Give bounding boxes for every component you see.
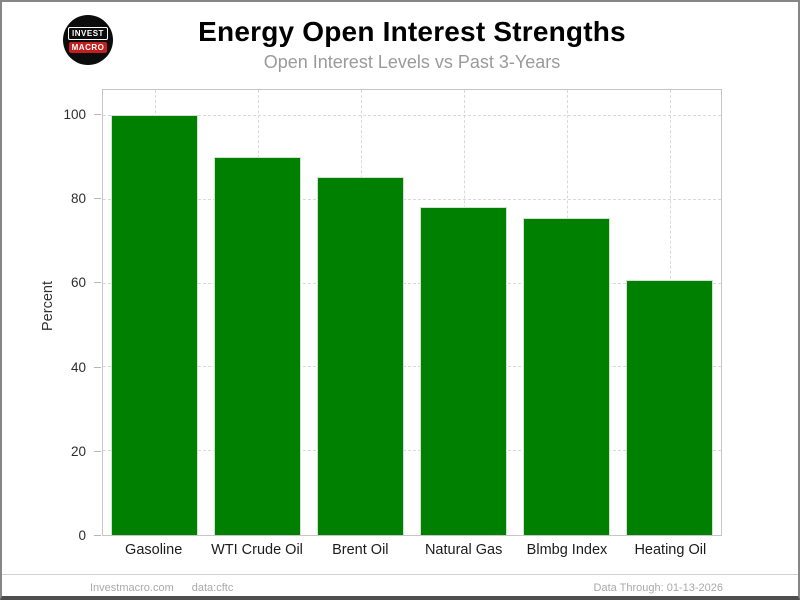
footer: Investmacro.com data:cftc Data Through: … — [90, 582, 723, 594]
bar-blmbg-index — [523, 217, 610, 535]
y-tick-label-80: 80 — [70, 191, 86, 207]
y-tick-mark-0 — [94, 535, 101, 536]
footer-data-source: data:cftc — [191, 582, 234, 594]
bar-heating-oil — [626, 280, 713, 535]
x-tick-label-brent-oil: Brent Oil — [332, 542, 389, 558]
y-axis: 0 20 40 60 80 100 — [2, 89, 102, 543]
bar-brent-oil — [317, 176, 404, 535]
h-gridline-80 — [103, 198, 721, 200]
logo-macro-text: MACRO — [68, 42, 108, 53]
y-tick-label-0: 0 — [78, 528, 86, 543]
x-tick-label-heating-oil: Heating Oil — [634, 542, 707, 558]
h-gridline-20 — [103, 450, 721, 452]
footer-data-through: Data Through: 01-13-2026 — [593, 582, 723, 594]
bar-natural-gas — [420, 206, 507, 535]
y-tick-label-100: 100 — [63, 107, 86, 123]
bar-gasoline — [111, 114, 198, 535]
h-gridline-100 — [103, 114, 721, 116]
y-tick-mark-80 — [94, 198, 101, 200]
y-tick-mark-40 — [94, 366, 101, 368]
chart-title: Energy Open Interest Strengths — [198, 16, 626, 47]
bar-slot-natural-gas — [412, 90, 515, 535]
bar-wti-crude-oil — [214, 156, 301, 535]
footer-divider — [2, 574, 798, 575]
y-tick-label-60: 60 — [70, 275, 86, 291]
y-tick-mark-60 — [94, 282, 101, 284]
y-tick-label-40: 40 — [70, 359, 86, 375]
footer-site: Investmacro.com — [90, 582, 174, 594]
x-tick-label-gasoline: Gasoline — [125, 542, 183, 558]
bar-slot-gasoline — [103, 90, 206, 535]
bar-series — [103, 90, 721, 535]
x-tick-label-blmbg-index: Blmbg Index — [526, 542, 608, 558]
y-tick-mark-100 — [94, 114, 101, 116]
y-tick-mark-20 — [94, 450, 101, 452]
bar-slot-blmbg-index — [515, 90, 618, 535]
x-tick-label-natural-gas: Natural Gas — [424, 542, 503, 558]
bar-slot-wti-crude-oil — [206, 90, 309, 535]
bar-slot-brent-oil — [309, 90, 412, 535]
x-axis: Gasoline WTI Crude Oil Brent Oil Natural Ga… — [102, 542, 722, 558]
chart-subtitle: Open Interest Levels vs Past 3-Years — [263, 52, 561, 72]
logo-invest-text: INVEST — [68, 27, 108, 40]
h-gridline-60 — [103, 282, 721, 284]
x-tick-label-wti-crude-oil: WTI Crude Oil — [211, 542, 303, 558]
h-gridline-40 — [103, 366, 721, 368]
y-tick-label-20: 20 — [70, 443, 86, 459]
plot-area — [102, 89, 722, 536]
bar-slot-heating-oil — [618, 90, 721, 535]
investmacro-logo: INVEST MACRO — [63, 15, 113, 65]
